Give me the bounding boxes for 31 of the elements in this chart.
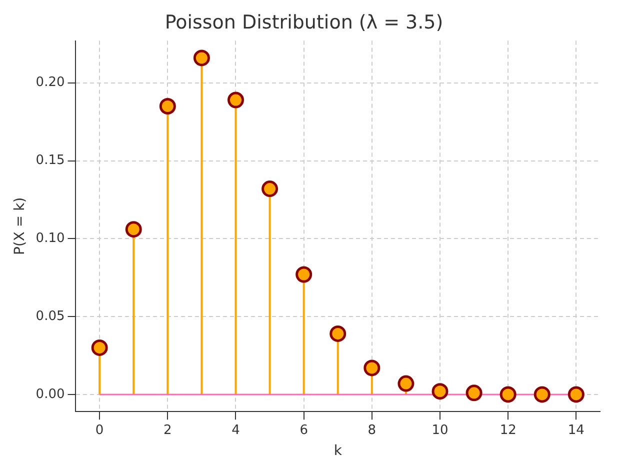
point [534,386,550,403]
point [193,50,210,66]
point [466,384,482,402]
x-axis-title: k [334,443,343,460]
y-tick-label: 0.10 [36,231,65,246]
point [364,360,380,376]
chart-title: Poisson Distribution (λ = 3.5) [164,11,444,34]
point [91,339,108,356]
point [125,221,142,238]
x-tick-label: 8 [368,422,376,438]
y-axis-title: P(X = k) [12,197,28,256]
x-tick-label: 10 [432,422,448,438]
x-tick-label: 0 [95,422,104,438]
point [500,386,516,403]
x-tick-label: 14 [568,422,584,438]
point [398,375,414,392]
point [296,266,312,283]
point [432,383,448,400]
x-tick-label: 6 [300,422,308,438]
y-tick-label: 0.05 [36,308,65,324]
point [568,386,584,403]
point [330,325,346,342]
y-tick-label: 0.15 [36,153,65,168]
x-tick-label: 12 [500,422,516,438]
point [227,92,244,108]
y-tick-label: 0.20 [36,75,65,90]
point [262,180,278,198]
x-tick-label: 4 [232,422,240,438]
x-tick-label: 2 [164,422,172,438]
point [159,98,176,114]
y-tick-label: 0.00 [36,386,65,402]
